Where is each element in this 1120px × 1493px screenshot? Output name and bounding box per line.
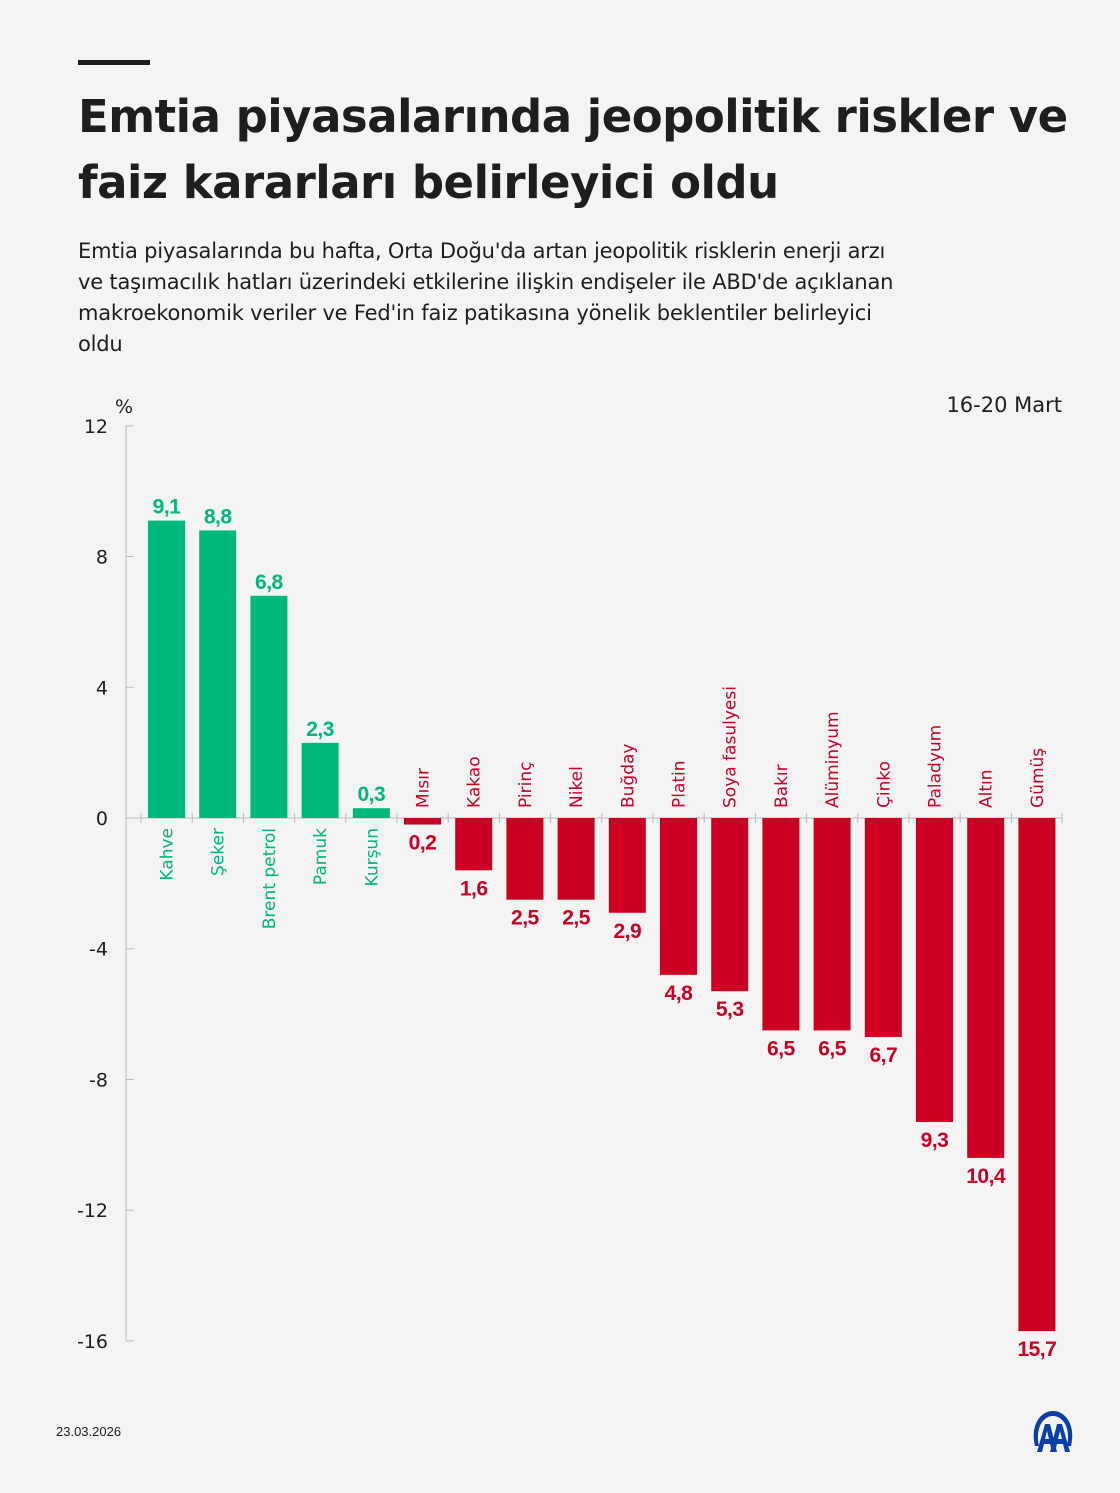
data-label: 8,8 (204, 505, 233, 528)
y-axis-unit: % (115, 396, 134, 418)
category-label: Bakır (772, 764, 792, 808)
data-label: 1,6 (460, 877, 488, 900)
category-label: Kakao (465, 756, 485, 808)
bar-şeker (199, 530, 237, 818)
bar-mısır (404, 818, 441, 825)
bar-buğday (608, 818, 646, 913)
aa-logo (1033, 1411, 1073, 1452)
bar-paladyum (916, 818, 953, 1122)
y-tick-label: 12 (84, 416, 108, 438)
data-label: 9,3 (921, 1129, 949, 1152)
category-label: Şeker (209, 828, 229, 876)
page-subtitle: Emtia piyasalarında bu hafta, Orta Doğu'… (78, 239, 894, 356)
y-tick-label: 8 (96, 547, 108, 569)
bar-bakır (762, 818, 800, 1031)
data-label: 6,5 (767, 1037, 796, 1060)
bar-brent-petrol (250, 595, 288, 818)
category-label: Platin (670, 760, 690, 808)
category-label: Pirinç (516, 762, 536, 808)
bar-pamuk (301, 742, 339, 818)
category-label: Gümüş (1028, 748, 1048, 808)
bar-alüminyum (813, 818, 851, 1031)
bar-altın (967, 818, 1005, 1158)
data-label: 2,3 (306, 718, 334, 741)
data-label: 0,2 (409, 832, 437, 855)
category-label: Altın (977, 769, 997, 808)
bar-kurşun (352, 808, 390, 818)
category-label: Pamuk (311, 828, 331, 885)
y-tick-label: -4 (89, 939, 108, 961)
data-label: 6,8 (255, 571, 284, 594)
y-tick-label: -12 (77, 1200, 108, 1222)
bar-platin (660, 818, 697, 975)
bar-soya-fasulyesi (711, 818, 749, 992)
bar-kakao (455, 818, 493, 871)
category-label: Mısır (414, 768, 434, 808)
category-label: Kurşun (362, 828, 382, 886)
y-tick-label: 4 (96, 677, 108, 699)
bar-çinko (864, 818, 902, 1037)
data-label: 2,9 (613, 920, 641, 943)
data-label: 15,7 (1017, 1338, 1056, 1361)
data-label: 10,4 (966, 1165, 1006, 1188)
data-label: 2,5 (562, 907, 591, 930)
y-tick-label: -16 (77, 1331, 108, 1353)
category-label: Kahve (158, 828, 178, 881)
data-label: 2,5 (511, 907, 540, 930)
y-tick-label: -8 (89, 1069, 108, 1091)
category-label: Buğday (618, 744, 638, 809)
footer-date: 23.03.2026 (56, 1424, 122, 1439)
bar-kahve (148, 520, 185, 818)
category-label: Alüminyum (823, 711, 843, 808)
bar-pirinç (506, 818, 544, 900)
period-label: 16-20 Mart (946, 393, 1062, 417)
y-tick-label: 0 (96, 808, 108, 830)
bar-gümüş (1018, 818, 1056, 1332)
category-label: Soya fasulyesi (721, 686, 741, 808)
data-label: 9,1 (153, 496, 182, 519)
category-label: Brent petrol (260, 828, 280, 929)
data-label: 4,8 (665, 982, 694, 1005)
data-label: 0,3 (357, 783, 385, 806)
category-label: Çinko (874, 761, 894, 808)
data-label: 5,3 (716, 998, 744, 1021)
title-rule (78, 60, 150, 65)
data-label: 6,7 (869, 1044, 897, 1067)
data-label: 6,5 (818, 1037, 847, 1060)
category-label: Paladyum (926, 725, 946, 808)
page-title: Emtia piyasalarında jeopolitik riskler v… (78, 90, 1068, 209)
category-label: Nikel (567, 766, 587, 808)
bar-nikel (557, 818, 595, 900)
